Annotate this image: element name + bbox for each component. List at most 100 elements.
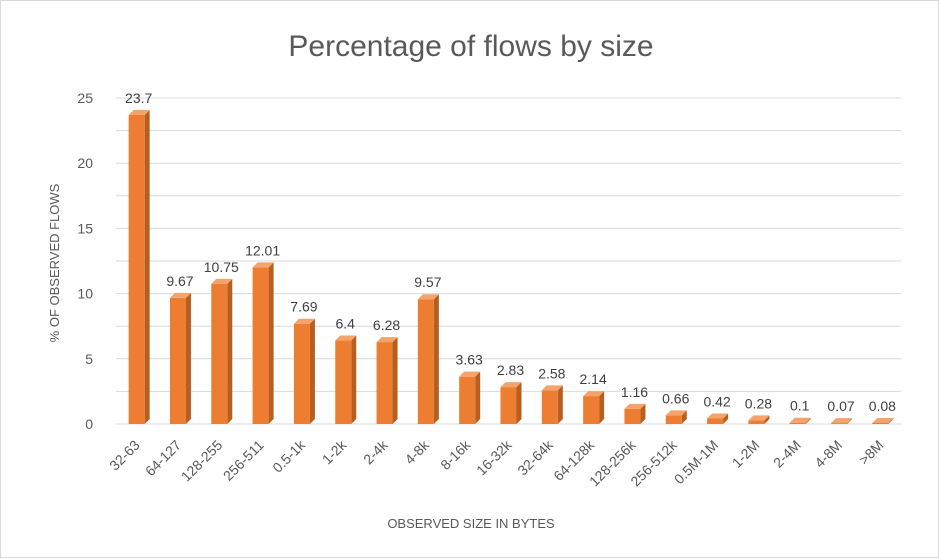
data-label: 2.14 xyxy=(580,371,607,387)
bar-front xyxy=(252,267,269,424)
bar-front xyxy=(500,387,517,424)
chart-title: Percentage of flows by size xyxy=(288,30,653,63)
data-label: 9.67 xyxy=(166,273,193,289)
bar-front xyxy=(128,114,145,425)
y-axis-ticks: 0 5 10 15 20 25 xyxy=(77,90,93,432)
x-axis-title: OBSERVED SIZE IN BYTES xyxy=(387,516,555,531)
bar xyxy=(541,385,563,424)
bar-side xyxy=(640,403,646,424)
x-tick-label: 128-255 xyxy=(178,437,226,485)
data-label: 7.69 xyxy=(290,299,317,315)
bar xyxy=(128,109,150,425)
bar-top xyxy=(128,109,150,115)
x-tick-label: 2-4M xyxy=(770,437,804,471)
data-label: 1.16 xyxy=(621,384,648,400)
bar-top xyxy=(748,415,770,421)
y-tick-label: 5 xyxy=(85,351,93,367)
bar xyxy=(417,294,439,424)
bar-front xyxy=(831,423,848,424)
bar-side xyxy=(847,418,853,424)
data-label: 2.83 xyxy=(497,362,524,378)
bar-top xyxy=(169,292,191,298)
bar-top xyxy=(252,262,274,268)
bar xyxy=(748,415,770,424)
bar-top xyxy=(583,391,605,397)
bar-front xyxy=(417,299,434,424)
bar xyxy=(831,418,853,424)
bar xyxy=(335,335,357,424)
data-label: 0.1 xyxy=(790,398,810,414)
bar xyxy=(624,403,646,424)
bar-front xyxy=(665,415,682,424)
data-label: 2.58 xyxy=(538,365,565,381)
data-label: 0.42 xyxy=(703,394,730,410)
bar-top xyxy=(707,413,729,419)
bar-top xyxy=(417,294,439,300)
bar-top xyxy=(872,417,894,423)
bar-top xyxy=(541,385,563,391)
bar-front xyxy=(459,376,476,424)
bar-top xyxy=(789,417,811,423)
bar-front xyxy=(789,422,806,424)
data-label: 0.07 xyxy=(827,398,854,414)
bar xyxy=(665,410,687,424)
x-tick-label: 0.5M-1M xyxy=(671,437,721,487)
y-tick-label: 25 xyxy=(77,90,93,106)
x-tick-label: 2-4k xyxy=(360,436,391,467)
data-label: 12.01 xyxy=(245,242,280,258)
bar-side xyxy=(516,382,522,424)
bar-top xyxy=(459,371,481,377)
bar-side xyxy=(805,417,811,424)
bar-top xyxy=(831,418,853,424)
x-tick-label: 256-512k xyxy=(627,436,680,489)
bar-side xyxy=(599,391,605,424)
bar-front xyxy=(707,418,724,424)
bar-side xyxy=(392,337,398,424)
data-label: 0.28 xyxy=(745,395,772,411)
x-tick-label: 1-2k xyxy=(319,436,350,467)
bar xyxy=(789,417,811,424)
bar-front xyxy=(335,340,352,424)
bar-side xyxy=(475,371,481,424)
bar-side xyxy=(268,262,274,424)
x-tick-label: 16-32k xyxy=(473,436,515,478)
bar-front xyxy=(872,422,889,424)
bar-front xyxy=(748,420,765,424)
x-tick-label: 4-8k xyxy=(401,436,432,467)
bar-top xyxy=(500,382,522,388)
bar-side xyxy=(764,415,770,424)
bar-top xyxy=(293,318,315,324)
x-tick-label: 8-16k xyxy=(437,436,474,473)
y-tick-label: 20 xyxy=(77,155,93,171)
data-label: 10.75 xyxy=(204,259,239,275)
bar xyxy=(169,292,191,424)
bar xyxy=(293,318,315,424)
bar-top xyxy=(665,410,687,416)
y-tick-label: 10 xyxy=(77,286,93,302)
y-tick-label: 0 xyxy=(85,416,93,432)
y-axis-title: % OF OBSERVED FLOWS xyxy=(47,183,62,342)
bars xyxy=(128,109,894,425)
bar-top xyxy=(211,278,233,284)
bar-front xyxy=(624,408,641,424)
bar xyxy=(872,417,894,424)
bar-side xyxy=(351,335,357,424)
bar-side xyxy=(681,410,687,424)
bar-side xyxy=(433,294,439,424)
x-tick-label: 4-8M xyxy=(811,437,845,471)
x-tick-label: 0.5-1k xyxy=(269,436,309,476)
bar-front xyxy=(376,342,393,424)
data-label: 23.7 xyxy=(125,90,152,106)
bar xyxy=(211,278,233,424)
data-label: 0.08 xyxy=(869,398,896,414)
gridlines xyxy=(116,97,901,425)
bar-side xyxy=(723,413,729,424)
bar xyxy=(707,413,729,424)
bar-side xyxy=(557,385,563,424)
bar-top xyxy=(376,337,398,343)
bar xyxy=(376,337,398,424)
bar-side xyxy=(309,318,315,424)
x-tick-label: 32-63 xyxy=(106,437,143,474)
bar-front xyxy=(211,283,228,424)
